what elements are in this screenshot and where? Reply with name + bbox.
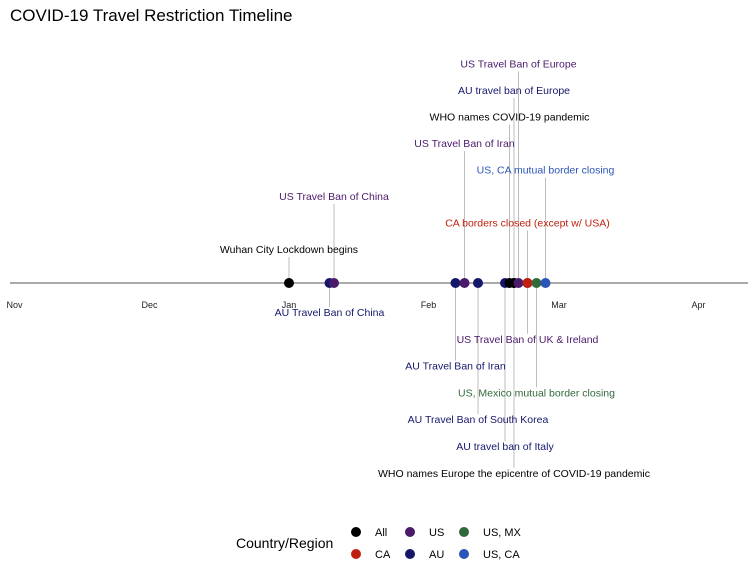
event-point	[473, 278, 483, 288]
event-label: US Travel Ban of China	[279, 191, 389, 203]
event-label: Wuhan City Lockdown begins	[220, 244, 358, 256]
tick-label-mar: Mar	[551, 300, 567, 310]
legend-label: US, CA	[483, 549, 520, 561]
tick-label-feb: Feb	[421, 300, 437, 310]
legend-label: CA	[375, 549, 391, 561]
chart-title: COVID-19 Travel Restriction Timeline	[10, 6, 292, 25]
tick-label-jan: Jan	[282, 300, 297, 310]
legend-label: US	[429, 527, 444, 539]
legend-swatch	[459, 527, 469, 537]
event-label: US Travel Ban of Iran	[414, 138, 515, 150]
month-ticks: Nov Dec Jan Feb Mar Apr	[6, 300, 705, 310]
legend-items: All CA US AU US, MX US, CA	[351, 527, 522, 561]
event-point	[284, 278, 294, 288]
event-point	[513, 278, 524, 288]
event-point	[540, 278, 551, 288]
event-label: AU travel ban of Europe	[458, 85, 570, 97]
event-label: US Travel Ban of UK & Ireland	[457, 334, 599, 346]
event-labels: Wuhan City Lockdown begins AU Travel Ban …	[220, 59, 650, 480]
event-point	[522, 278, 533, 288]
event-points	[284, 278, 551, 288]
event-label: CA borders closed (except w/ USA)	[445, 218, 610, 230]
event-label: AU travel ban of Italy	[456, 441, 554, 453]
event-label: AU Travel Ban of Iran	[405, 361, 506, 373]
legend-swatch	[405, 549, 415, 559]
event-label: US, CA mutual border closing	[477, 165, 615, 177]
event-label: US, Mexico mutual border closing	[458, 387, 615, 399]
event-point	[531, 278, 542, 288]
legend-swatch	[459, 549, 469, 559]
legend-label: US, MX	[483, 527, 522, 539]
legend: Country/Region All CA US AU US, MX US, CA	[236, 527, 522, 561]
tick-label-dec: Dec	[141, 300, 158, 310]
legend-swatch	[351, 527, 361, 537]
event-point	[459, 278, 470, 288]
tick-label-nov: Nov	[6, 300, 23, 310]
event-label: AU Travel Ban of China	[275, 307, 385, 319]
legend-swatch	[351, 549, 361, 559]
event-label: US Travel Ban of Europe	[460, 59, 576, 71]
event-label: WHO names COVID-19 pandemic	[430, 112, 590, 124]
legend-label: AU	[429, 549, 444, 561]
event-label: AU Travel Ban of South Korea	[408, 414, 549, 426]
tick-label-apr: Apr	[691, 300, 705, 310]
event-point	[450, 278, 461, 288]
legend-label: All	[375, 527, 387, 539]
legend-swatch	[405, 527, 415, 537]
event-point	[329, 278, 339, 288]
legend-title: Country/Region	[236, 535, 333, 551]
event-label: WHO names Europe the epicentre of COVID-…	[378, 468, 650, 480]
stem-lines	[288, 71, 546, 468]
